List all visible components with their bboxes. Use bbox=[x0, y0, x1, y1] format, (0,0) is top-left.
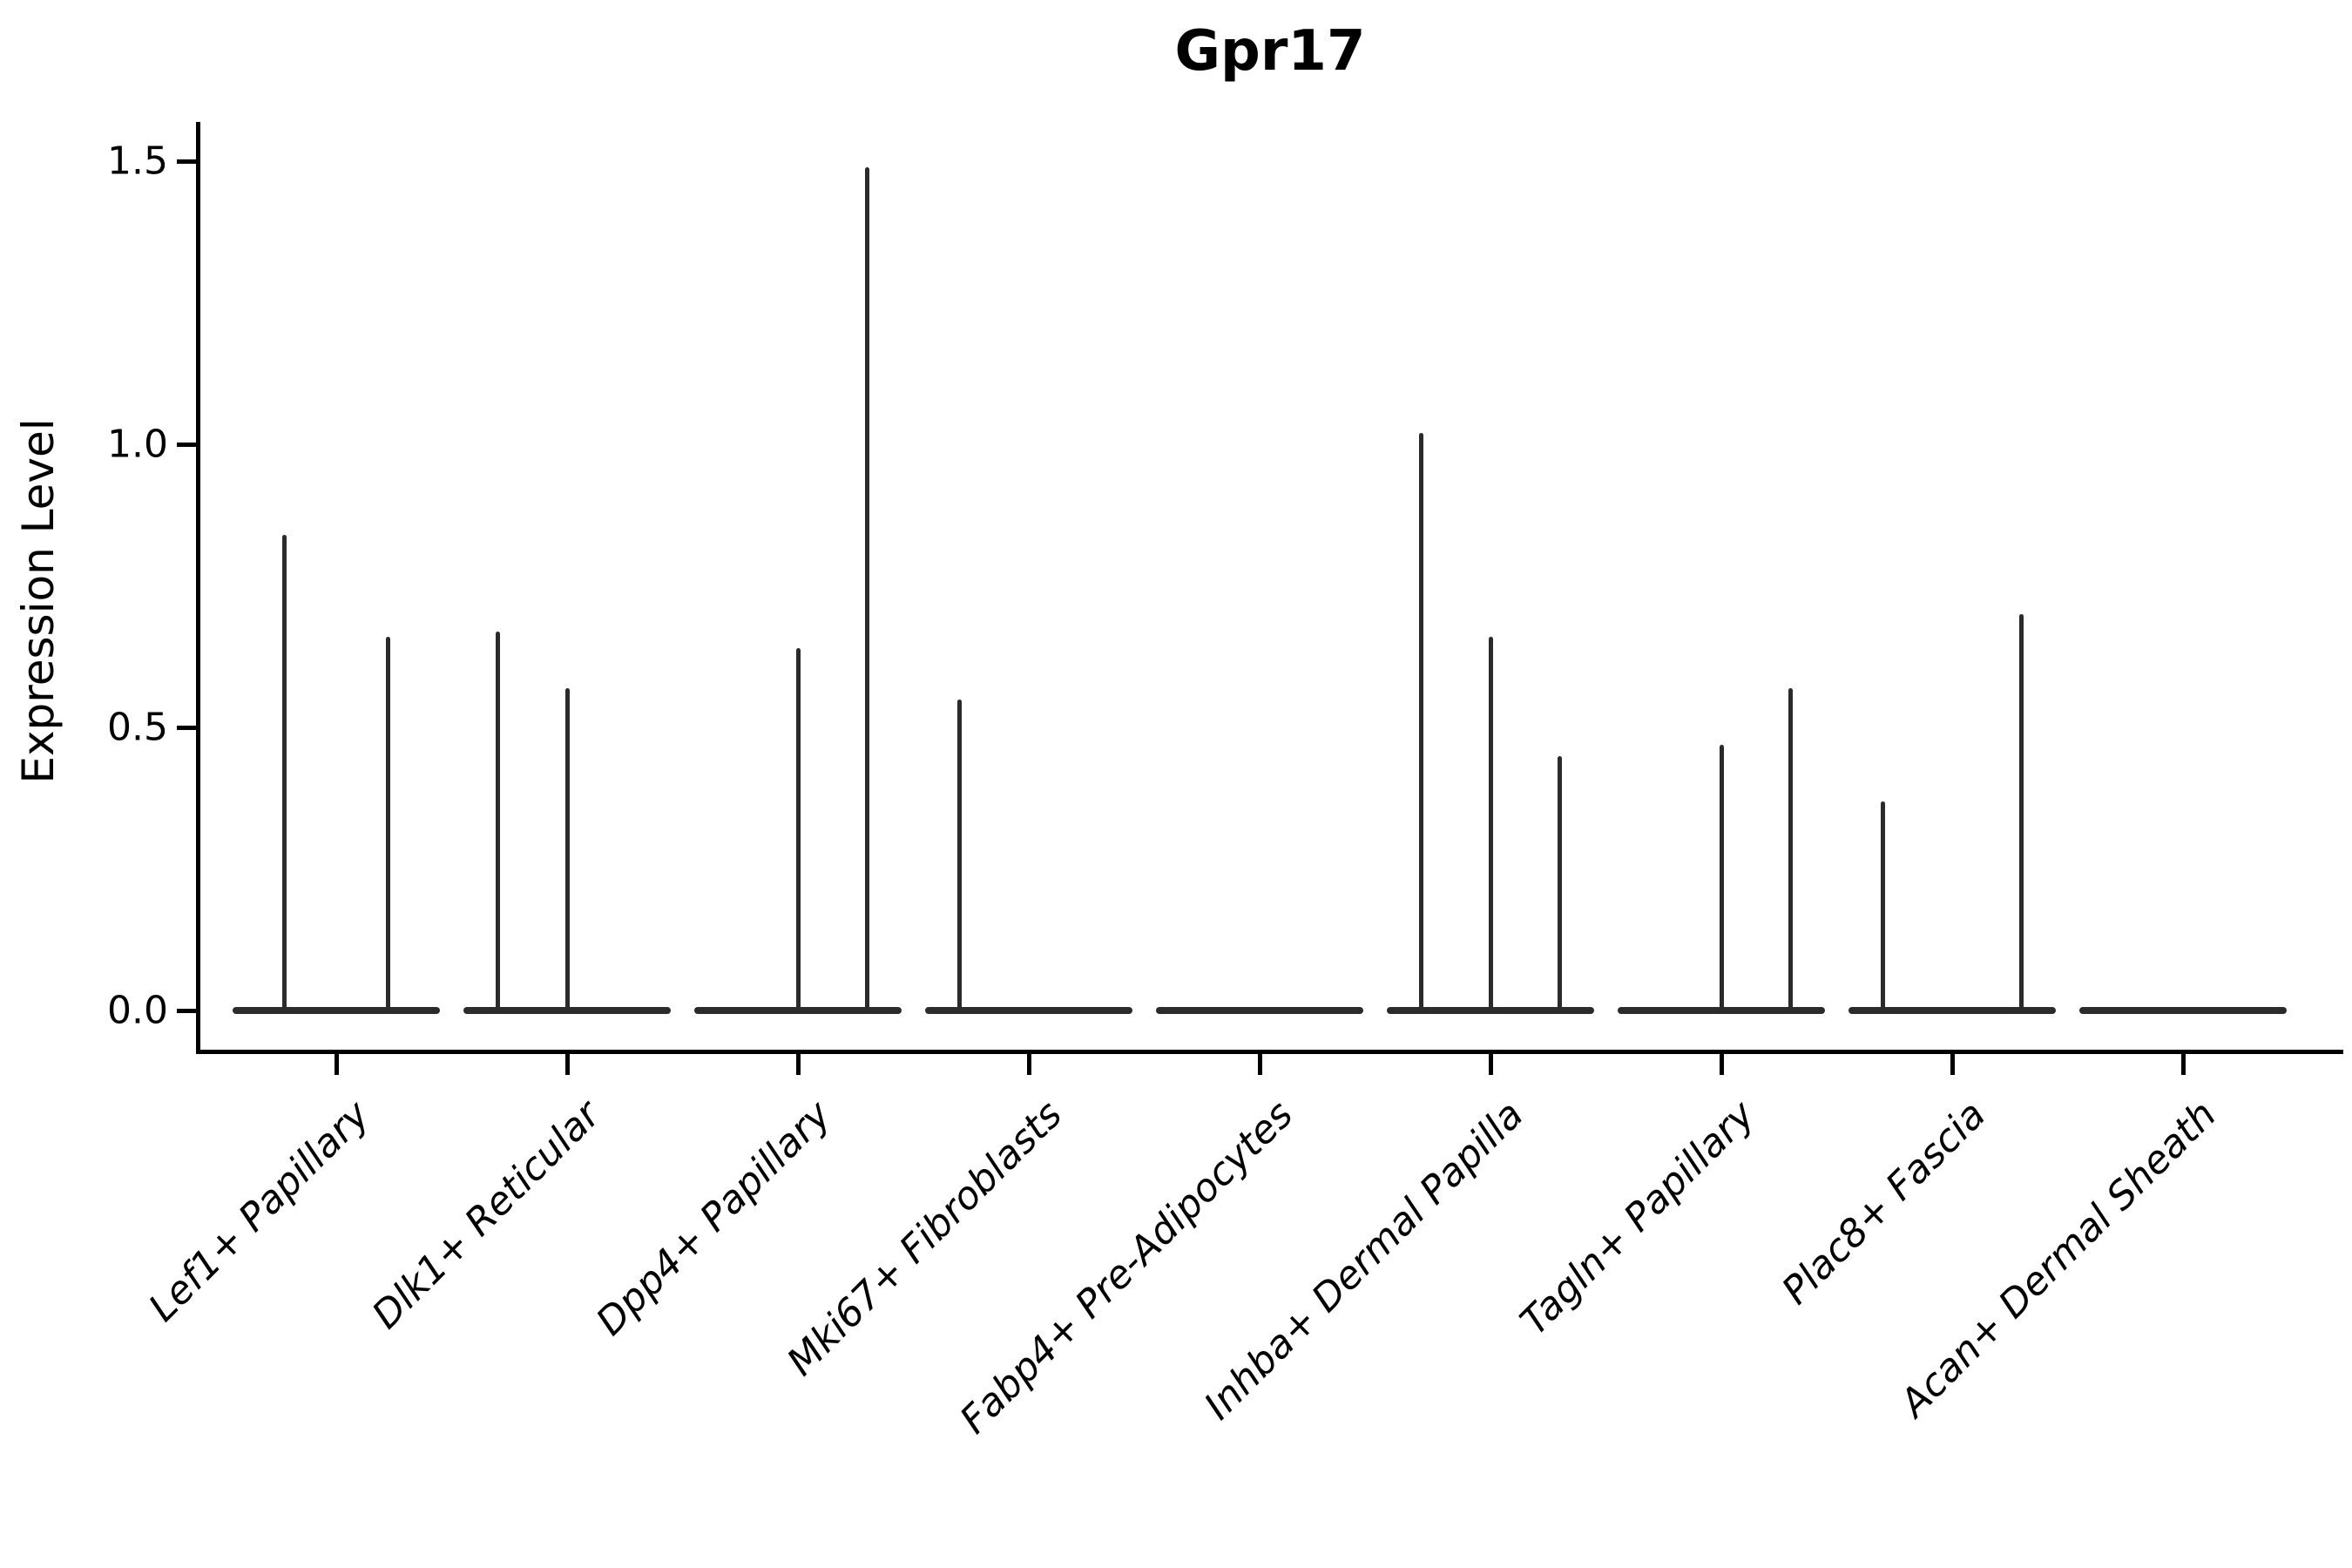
y-tick-mark bbox=[177, 159, 196, 164]
x-tick-mark bbox=[1488, 1054, 1493, 1075]
y-tick-mark bbox=[177, 725, 196, 730]
x-axis-spine bbox=[196, 1050, 2343, 1054]
violin-baseline bbox=[463, 1007, 671, 1014]
violin-max-spike bbox=[2019, 614, 2024, 1010]
violin-max-spike bbox=[1419, 433, 1423, 1010]
y-tick-label: 0.0 bbox=[107, 988, 168, 1033]
violin-max-spike bbox=[564, 687, 570, 1010]
x-category-label: Dpp4+ Papillary bbox=[588, 1092, 841, 1345]
violin-baseline bbox=[2079, 1007, 2287, 1014]
violin-baseline bbox=[1387, 1007, 1594, 1014]
y-tick-label: 1.5 bbox=[107, 139, 168, 184]
violin-max-spike bbox=[1488, 637, 1493, 1010]
y-tick-mark bbox=[177, 1008, 196, 1013]
violin-baseline bbox=[925, 1007, 1132, 1014]
violin-baseline bbox=[1848, 1007, 2056, 1014]
violin-max-spike bbox=[496, 631, 500, 1010]
violin-max-spike bbox=[957, 699, 962, 1010]
x-category-label: Tagln+ Papillary bbox=[1511, 1092, 1764, 1344]
x-tick-mark bbox=[795, 1054, 801, 1075]
y-axis-spine bbox=[196, 122, 200, 1054]
y-tick-label: 1.0 bbox=[107, 422, 168, 467]
violin-max-spike bbox=[386, 637, 391, 1010]
x-category-label: Dlk1+ Reticular bbox=[363, 1092, 610, 1338]
x-category-label: Lef1+ Papillary bbox=[140, 1092, 379, 1331]
x-tick-mark bbox=[1026, 1054, 1031, 1075]
x-tick-mark bbox=[564, 1054, 570, 1075]
violin-baseline bbox=[694, 1007, 902, 1014]
violin-max-spike bbox=[1881, 801, 1885, 1010]
violin-baseline bbox=[1156, 1007, 1363, 1014]
violin-max-spike bbox=[281, 535, 287, 1010]
y-axis-label: Expression Level bbox=[13, 418, 64, 784]
x-tick-mark bbox=[334, 1054, 339, 1075]
x-tick-mark bbox=[2180, 1054, 2186, 1075]
violin-max-spike bbox=[1788, 687, 1793, 1010]
violin-max-spike bbox=[865, 166, 869, 1010]
violin-baseline bbox=[233, 1007, 440, 1014]
y-tick-mark bbox=[177, 442, 196, 447]
violin-max-spike bbox=[795, 648, 801, 1010]
y-tick-label: 0.5 bbox=[107, 705, 168, 750]
violin-max-spike bbox=[1719, 744, 1724, 1010]
violin-max-spike bbox=[1558, 755, 1562, 1010]
plot-title: Gpr17 bbox=[1174, 19, 1366, 84]
x-category-label: Plac8+ Fascia bbox=[1773, 1092, 1995, 1314]
x-tick-mark bbox=[1950, 1054, 1955, 1075]
x-tick-mark bbox=[1257, 1054, 1262, 1075]
violin-baseline bbox=[1618, 1007, 1825, 1014]
x-tick-mark bbox=[1719, 1054, 1724, 1075]
